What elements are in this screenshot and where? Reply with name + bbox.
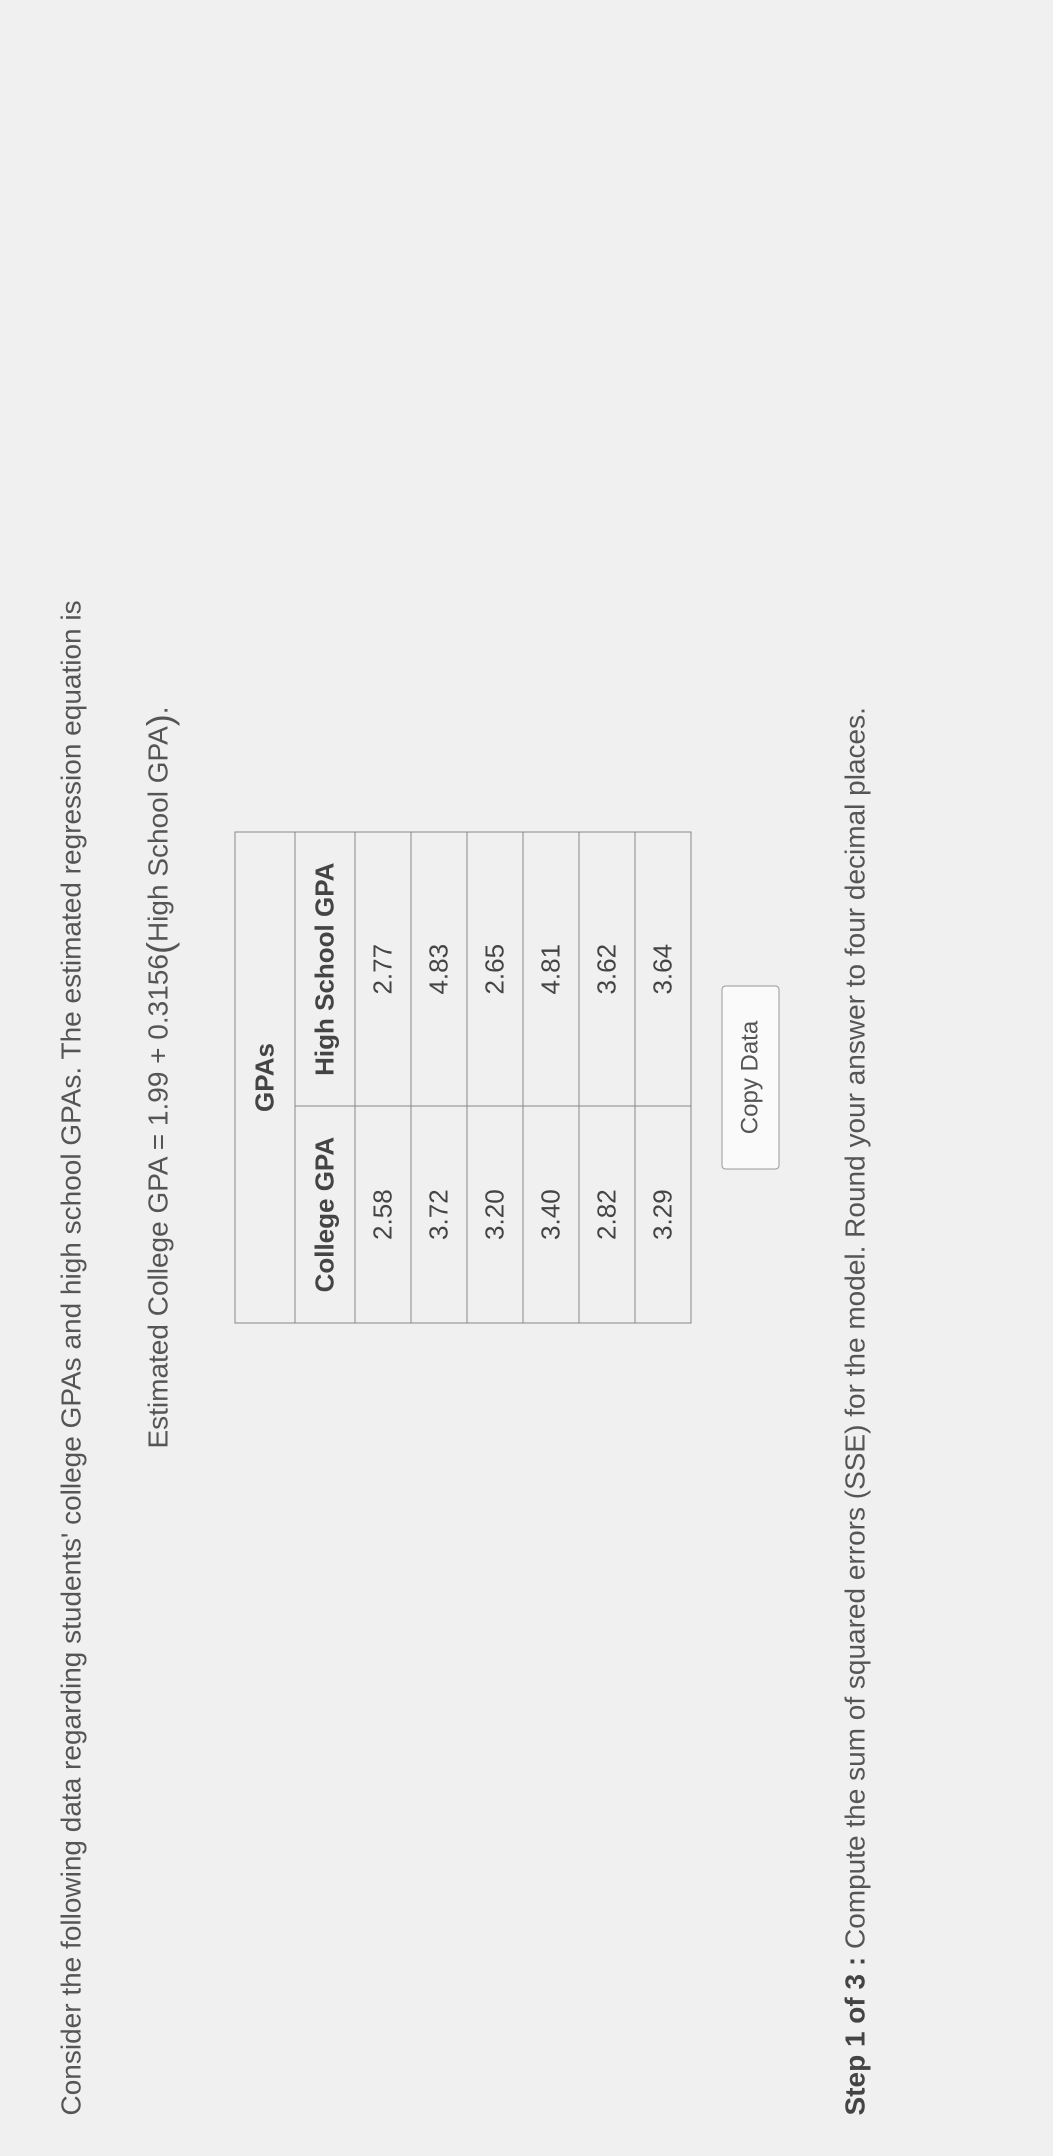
cell-college: 3.72	[411, 1106, 467, 1323]
table-row: 3.29 3.64	[635, 832, 691, 1323]
equation-intercept: 1.99	[143, 1072, 174, 1127]
cell-highschool: 2.65	[467, 832, 523, 1106]
copy-data-button[interactable]: Copy Data	[722, 986, 780, 1169]
step-label: Step 1 of 3 :	[840, 1957, 871, 2116]
close-paren-icon: )	[139, 714, 180, 726]
equation-period: .	[143, 706, 174, 714]
cell-college: 2.58	[355, 1106, 411, 1323]
cell-highschool: 3.64	[635, 832, 691, 1106]
cell-highschool: 4.81	[523, 832, 579, 1106]
equation-equals: =	[143, 1134, 174, 1150]
cell-highschool: 2.77	[355, 832, 411, 1106]
table-row: 3.40 4.81	[523, 832, 579, 1323]
equation-plus: +	[143, 1047, 174, 1063]
equation-lhs: Estimated College GPA	[143, 1158, 174, 1449]
cell-college: 2.82	[579, 1106, 635, 1323]
table-row: 3.72 4.83	[411, 832, 467, 1323]
gpa-table: GPAs College GPA High School GPA 2.58 2.…	[235, 832, 692, 1324]
equation-slope: 0.3156	[143, 954, 174, 1040]
step-body: Compute the sum of squared errors (SSE) …	[840, 707, 871, 1957]
table-header-highschool: High School GPA	[295, 832, 355, 1106]
regression-equation: Estimated College GPA = 1.99 + 0.3156(Hi…	[143, 40, 175, 2116]
step-instruction: Step 1 of 3 : Compute the sum of squared…	[840, 40, 872, 2116]
cell-college: 3.40	[523, 1106, 579, 1323]
equation-variable: High School GPA	[143, 726, 174, 942]
intro-paragraph: Consider the following data regarding st…	[51, 40, 93, 2116]
cell-highschool: 3.62	[579, 832, 635, 1106]
table-title: GPAs	[235, 832, 295, 1323]
table-header-college: College GPA	[295, 1106, 355, 1323]
open-paren-icon: (	[139, 942, 180, 954]
cell-college: 3.29	[635, 1106, 691, 1323]
cell-highschool: 4.83	[411, 832, 467, 1106]
cell-college: 3.20	[467, 1106, 523, 1323]
table-row: 2.82 3.62	[579, 832, 635, 1323]
table-row: 3.20 2.65	[467, 832, 523, 1323]
table-row: 2.58 2.77	[355, 832, 411, 1323]
